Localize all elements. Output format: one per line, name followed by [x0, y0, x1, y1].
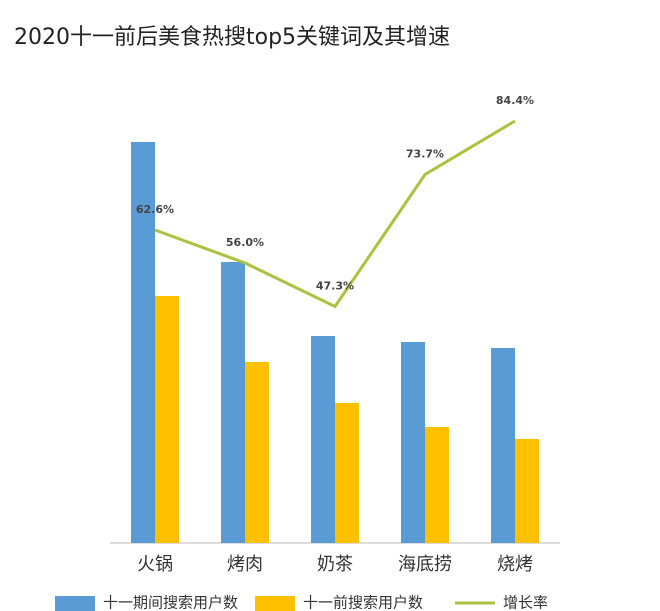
- bar: [311, 336, 335, 543]
- legend-label: 十一前搜索用户数: [303, 594, 423, 611]
- x-tick-label: 烤肉: [227, 554, 263, 575]
- data-label: 56.0%: [226, 236, 264, 249]
- bar: [425, 427, 449, 543]
- data-label: 47.3%: [316, 280, 354, 293]
- legend-swatch: [255, 596, 295, 611]
- line: [154, 119, 516, 309]
- bar: [491, 348, 515, 543]
- bar: [221, 262, 245, 543]
- legend-label: 增长率: [503, 594, 548, 611]
- chart-title: 2020十一前后美食热搜top5关键词及其增速: [14, 25, 450, 50]
- bar: [131, 142, 155, 543]
- bar: [155, 296, 179, 543]
- legend-swatch: [55, 596, 95, 611]
- x-tick-label: 奶茶: [317, 554, 353, 575]
- bar: [401, 342, 425, 543]
- legend-label: 十一期间搜索用户数: [103, 594, 238, 611]
- bar: [245, 362, 269, 543]
- x-tick-label: 海底捞: [398, 554, 452, 575]
- x-tick-label: 火锅: [137, 554, 173, 575]
- bar: [335, 403, 359, 543]
- x-tick-label: 烧烤: [497, 554, 533, 575]
- data-label: 84.4%: [496, 94, 534, 107]
- data-label: 62.6%: [136, 203, 174, 216]
- bar: [515, 439, 539, 543]
- data-label: 73.7%: [406, 148, 444, 161]
